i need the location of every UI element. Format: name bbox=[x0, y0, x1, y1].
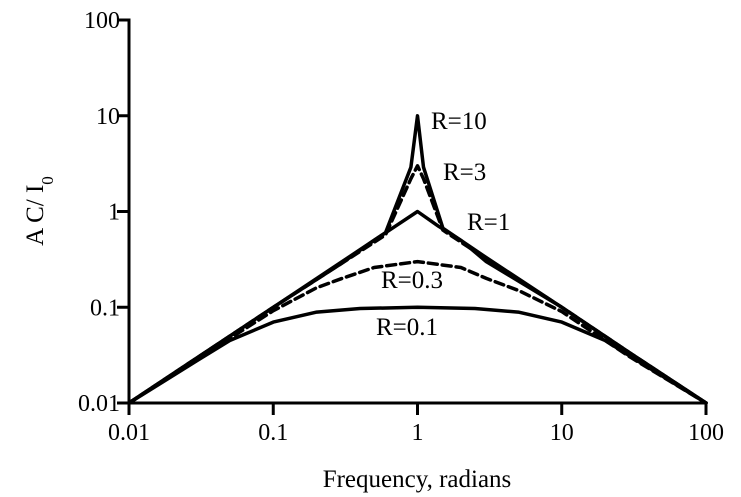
series-label-r-10: R=10 bbox=[431, 108, 487, 135]
y-tick-label: 0.1 bbox=[90, 295, 120, 321]
series-layer bbox=[127, 114, 708, 405]
x-tick-label: 0.1 bbox=[258, 420, 288, 446]
x-tick-label: 1 bbox=[412, 420, 424, 446]
series-labels: R=10 R=3 R=1 R=0.3 R=0.1 bbox=[376, 108, 510, 341]
x-tick-label: 100 bbox=[688, 420, 724, 446]
ticks-layer: 0.01 0.1 1 10 100 0.01 0.1 1 10 100 bbox=[78, 8, 724, 446]
x-tick-label: 10 bbox=[550, 420, 574, 446]
series-label-r-1: R=1 bbox=[467, 209, 510, 236]
y-axis-title-main: A C/ I bbox=[22, 185, 49, 246]
series-line-r-1 bbox=[127, 209, 708, 405]
y-tick-label: 10 bbox=[96, 104, 120, 130]
series-label-r-3: R=3 bbox=[443, 159, 486, 186]
x-tick-label: 0.01 bbox=[108, 420, 150, 446]
y-axis-title: A C/ I0 bbox=[22, 176, 57, 246]
y-axis-title-subscript: 0 bbox=[38, 176, 57, 185]
series-line-r-0-3 bbox=[127, 259, 708, 405]
series-line-r-0-1 bbox=[127, 305, 708, 405]
y-tick-label: 100 bbox=[84, 8, 120, 34]
series-label-r-0-1: R=0.1 bbox=[376, 314, 438, 341]
y-tick-label: 1 bbox=[108, 200, 120, 226]
y-tick-label: 0.01 bbox=[78, 391, 120, 417]
series-line-r-10 bbox=[127, 114, 708, 405]
x-axis-title: Frequency, radians bbox=[323, 466, 512, 493]
series-label-r-0-3: R=0.3 bbox=[381, 267, 443, 294]
